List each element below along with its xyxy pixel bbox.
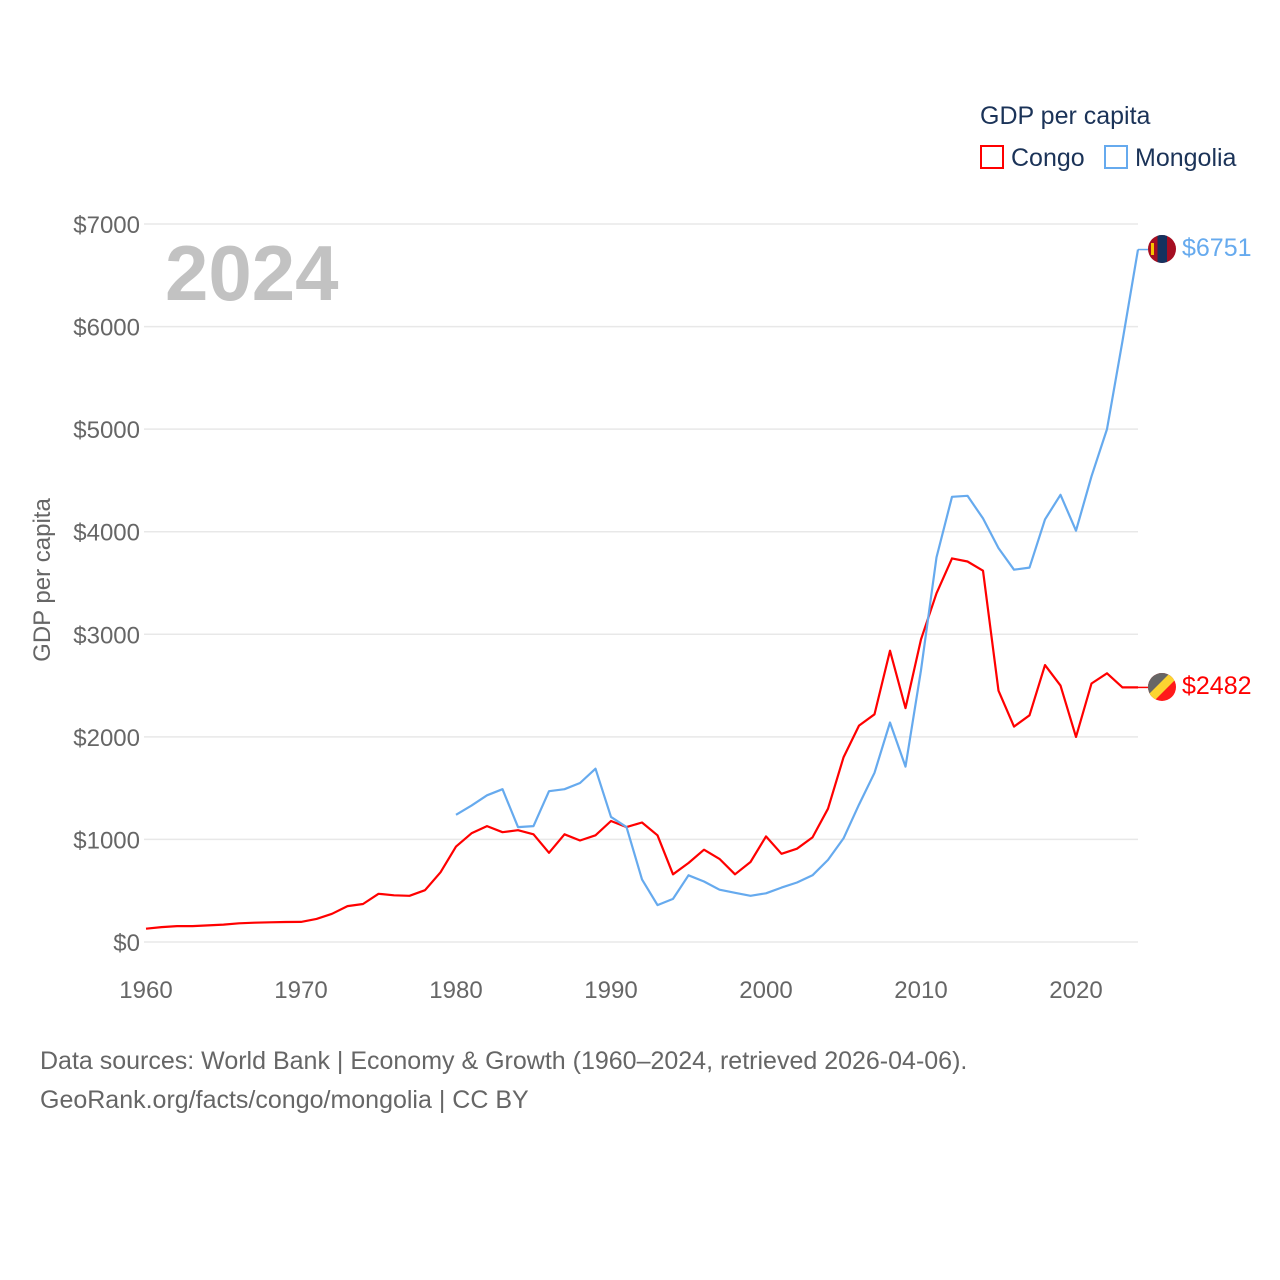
series-line-mongolia (455, 249, 1140, 907)
x-tick-label: 2000 (739, 977, 792, 1004)
y-tick-label: $6000 (73, 315, 140, 342)
legend-swatch-mongolia (1104, 145, 1128, 169)
x-tick-label: 1970 (274, 977, 327, 1004)
y-tick-label: $5000 (73, 417, 140, 444)
x-tick-label: 1980 (429, 977, 482, 1004)
legend-label-mongolia[interactable]: Mongolia (1135, 144, 1237, 172)
y-tick-label: $3000 (73, 622, 140, 649)
x-tick-label: 2010 (894, 977, 947, 1004)
mongolia-flag-icon (1148, 235, 1176, 263)
y-axis-label: GDP per capita (29, 498, 56, 662)
legend-title: GDP per capita (980, 102, 1151, 130)
legend: GDP per capita Congo Mongolia (980, 102, 1237, 172)
footer-attribution[interactable]: GeoRank.org/facts/congo/mongolia | CC BY (40, 1086, 529, 1114)
legend-swatch-congo (980, 145, 1004, 169)
congo-flag-icon (1148, 673, 1176, 701)
footer-sources: Data sources: World Bank | Economy & Gro… (40, 1047, 967, 1075)
series-lines (145, 248, 1148, 930)
x-axis: 1960 1970 1980 1990 2000 2010 2020 (119, 977, 1102, 1004)
y-tick-label: $4000 (73, 520, 140, 547)
legend-label-congo[interactable]: Congo (1011, 144, 1085, 172)
mongolia-end-value: $6751 (1182, 234, 1252, 262)
grid-lines (144, 223, 1138, 943)
x-tick-label: 1990 (584, 977, 637, 1004)
y-tick-label: $1000 (73, 827, 140, 854)
y-tick-label: $7000 (73, 212, 140, 239)
year-label: 2024 (165, 229, 339, 317)
x-tick-label: 1960 (119, 977, 172, 1004)
y-tick-label: $0 (113, 930, 140, 957)
y-axis: $0 $1000 $2000 $3000 $4000 $5000 $6000 $7000 (73, 212, 140, 957)
series-line-congo (145, 557, 1138, 930)
x-tick-label: 2020 (1049, 977, 1102, 1004)
congo-end-value: $2482 (1182, 672, 1252, 700)
y-tick-label: $2000 (73, 725, 140, 752)
